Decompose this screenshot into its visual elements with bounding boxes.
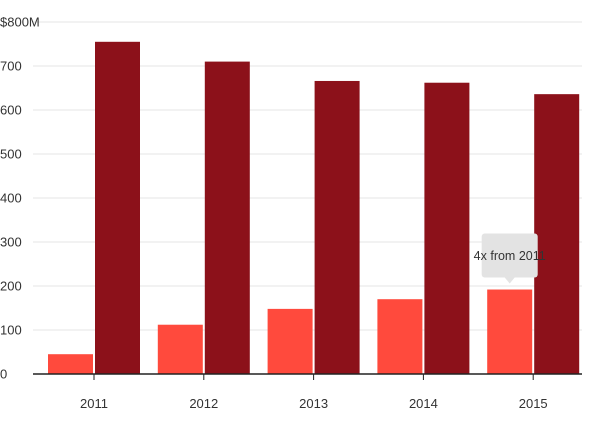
bar-2011-series-2 bbox=[95, 41, 140, 375]
y-tick-label: 700 bbox=[0, 59, 22, 74]
bar-2012-series-2 bbox=[204, 61, 250, 374]
y-tick-label: 200 bbox=[0, 279, 22, 294]
y-tick-label: 600 bbox=[0, 103, 22, 118]
bar-2015-series-2 bbox=[534, 94, 580, 374]
x-tick-label: 2011 bbox=[80, 396, 108, 411]
x-tick-label: 2013 bbox=[299, 396, 328, 411]
y-tick-label: 0 bbox=[0, 367, 7, 382]
y-tick-label: 400 bbox=[0, 191, 22, 206]
bar-2012-series-1 bbox=[157, 324, 203, 374]
annotation-callout: 4x from 2011 bbox=[474, 233, 546, 284]
bar-2013-series-2 bbox=[314, 80, 360, 375]
callout-box bbox=[481, 233, 538, 278]
x-tick-label: 2015 bbox=[519, 396, 548, 411]
bar-2013-series-1 bbox=[267, 308, 313, 374]
x-tick-label: 2012 bbox=[189, 396, 218, 411]
y-tick-label: 500 bbox=[0, 147, 22, 162]
y-tick-label: 100 bbox=[0, 323, 22, 338]
callout-pointer bbox=[504, 277, 515, 284]
y-tick-label: $800M bbox=[0, 15, 40, 30]
bar-2011-series-1 bbox=[48, 354, 93, 374]
bar-2015-series-1 bbox=[487, 289, 533, 374]
x-tick-label: 2014 bbox=[409, 396, 438, 411]
bar-2014-series-2 bbox=[424, 82, 470, 374]
y-tick-label: 300 bbox=[0, 235, 22, 250]
bar-2014-series-1 bbox=[377, 299, 423, 374]
callout-text: 4x from 2011 bbox=[474, 249, 546, 263]
